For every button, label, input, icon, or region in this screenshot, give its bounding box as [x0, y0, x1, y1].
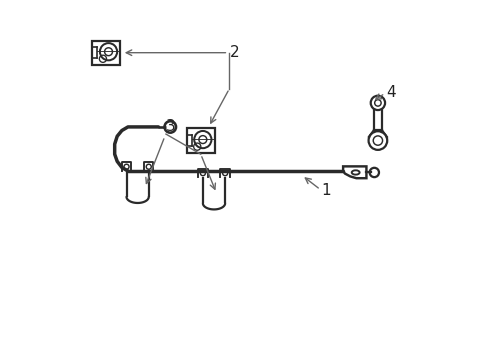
- Bar: [92, 41, 120, 65]
- Text: 1: 1: [321, 183, 330, 198]
- Text: 2: 2: [229, 45, 239, 60]
- Text: 4: 4: [386, 85, 395, 100]
- Text: 3: 3: [165, 119, 175, 134]
- Bar: [186, 129, 214, 153]
